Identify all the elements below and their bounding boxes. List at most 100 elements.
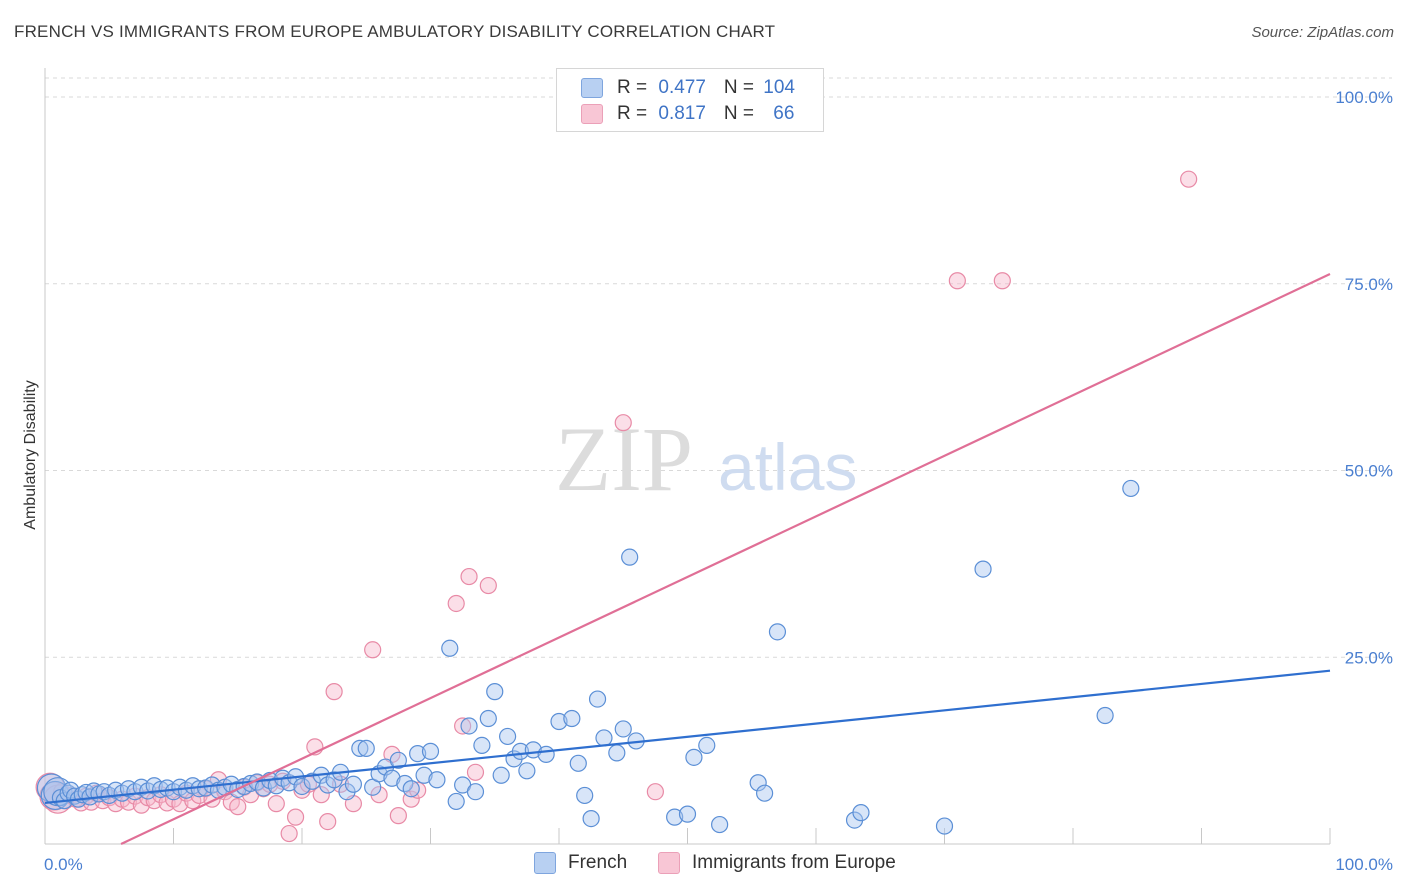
french-point	[595, 729, 613, 747]
axes	[44, 68, 1331, 845]
french-trend-line	[44, 669, 1331, 805]
watermark-atlas: atlas	[718, 430, 857, 504]
french-point	[582, 810, 600, 828]
bottom-legend-label-immigrants: Immigrants from Europe	[692, 852, 896, 873]
bottom-legend: French Immigrants from Europe	[0, 852, 1406, 878]
french-point	[576, 786, 594, 805]
legend: R = 0.477 N = 104 R = 0.817 N = 66	[556, 68, 824, 132]
y-tick-label: 50.0%	[1345, 462, 1393, 481]
immigrants-point	[993, 272, 1011, 290]
french-point	[293, 777, 311, 796]
french-point	[1122, 479, 1140, 498]
watermark-zip: ZIP	[555, 408, 693, 510]
french-point	[1096, 706, 1114, 725]
french-point	[402, 780, 420, 798]
immigrants-point	[614, 414, 632, 432]
bottom-legend-label-french: French	[568, 852, 628, 873]
legend-row-immigrants: R = 0.817 N = 66	[581, 102, 794, 126]
french-point	[852, 804, 870, 822]
french-point	[550, 712, 568, 731]
french-point	[614, 720, 632, 738]
immigrants-point	[1180, 170, 1198, 188]
french-point	[351, 739, 369, 757]
y-tick-label: 100.0%	[1335, 88, 1393, 107]
immigrants-point	[280, 824, 298, 843]
french-point	[441, 639, 459, 657]
immigrants-point	[286, 808, 305, 826]
x-tick-labels: 0.0% 100.0%	[44, 855, 1393, 874]
french-point	[974, 560, 992, 578]
french-point	[711, 815, 729, 834]
french-point	[460, 717, 478, 735]
immigrants-point	[454, 717, 472, 735]
french-point	[389, 751, 407, 769]
legend-r-label: R =	[617, 103, 653, 124]
french-point	[479, 709, 497, 728]
grid-lines	[45, 77, 1392, 658]
bottom-legend-immigrants: Immigrants from Europe	[658, 852, 896, 874]
french-point	[569, 754, 587, 772]
french-point	[518, 762, 536, 780]
legend-swatch-immigrants	[581, 104, 603, 124]
legend-r-value: 0.477	[658, 77, 706, 98]
watermark: ZIP atlas	[555, 408, 857, 510]
bottom-legend-swatch-french	[534, 852, 556, 874]
legend-n-value: 104	[763, 77, 795, 98]
french-point	[499, 727, 517, 746]
y-tick-label: 25.0%	[1345, 648, 1393, 667]
immigrants-point	[325, 683, 343, 701]
french-point	[344, 775, 362, 793]
french-point	[421, 742, 440, 760]
legend-row-french: R = 0.477 N = 104	[581, 76, 795, 100]
french-point	[563, 709, 581, 728]
immigrants-point	[948, 272, 966, 290]
french-point	[588, 690, 607, 708]
series-french-points	[36, 479, 1140, 835]
immigrants-trend-line	[120, 273, 1331, 845]
legend-n-label: N =	[723, 77, 760, 98]
french-point	[447, 792, 465, 811]
immigrants-point	[267, 795, 285, 813]
french-point	[621, 548, 639, 566]
french-point	[537, 745, 555, 763]
legend-swatch-french	[581, 78, 603, 98]
y-axis-label: Ambulatory Disability	[22, 380, 39, 529]
french-point	[678, 805, 697, 823]
immigrants-point	[389, 807, 407, 825]
immigrants-point	[646, 783, 664, 801]
immigrants-point	[479, 576, 497, 595]
french-point	[666, 808, 684, 826]
immigrants-point	[364, 641, 382, 659]
bottom-legend-swatch-immigrants	[658, 852, 680, 874]
immigrants-point	[447, 594, 465, 613]
chart-source: Source: ZipAtlas.com	[1251, 24, 1394, 41]
french-point	[357, 739, 375, 757]
x-tick-label: 100.0%	[1335, 855, 1393, 874]
y-tick-labels: 25.0% 50.0% 75.0% 100.0%	[1335, 88, 1393, 667]
french-point	[466, 783, 485, 801]
legend-r-value: 0.817	[658, 103, 706, 124]
trend-lines	[44, 273, 1331, 845]
french-point	[768, 623, 787, 641]
french-point	[492, 766, 510, 784]
legend-n-value: 66	[773, 103, 795, 124]
french-point	[415, 766, 433, 784]
french-point	[685, 748, 703, 766]
immigrants-point	[229, 798, 247, 816]
french-point	[486, 683, 504, 701]
french-point	[755, 784, 774, 802]
immigrants-point	[460, 567, 478, 586]
french-point	[749, 774, 767, 792]
series-immigrants-points	[35, 170, 1198, 843]
y-tick-label: 75.0%	[1345, 275, 1393, 294]
french-point	[409, 745, 427, 763]
chart-title: FRENCH VS IMMIGRANTS FROM EUROPE AMBULAT…	[14, 22, 776, 41]
legend-n-label: N =	[723, 103, 760, 124]
french-point	[698, 736, 716, 754]
french-point	[473, 736, 491, 754]
x-tick-label: 0.0%	[44, 855, 83, 874]
french-point	[608, 744, 626, 762]
immigrants-point	[466, 763, 485, 781]
legend-r-label: R =	[617, 77, 653, 98]
